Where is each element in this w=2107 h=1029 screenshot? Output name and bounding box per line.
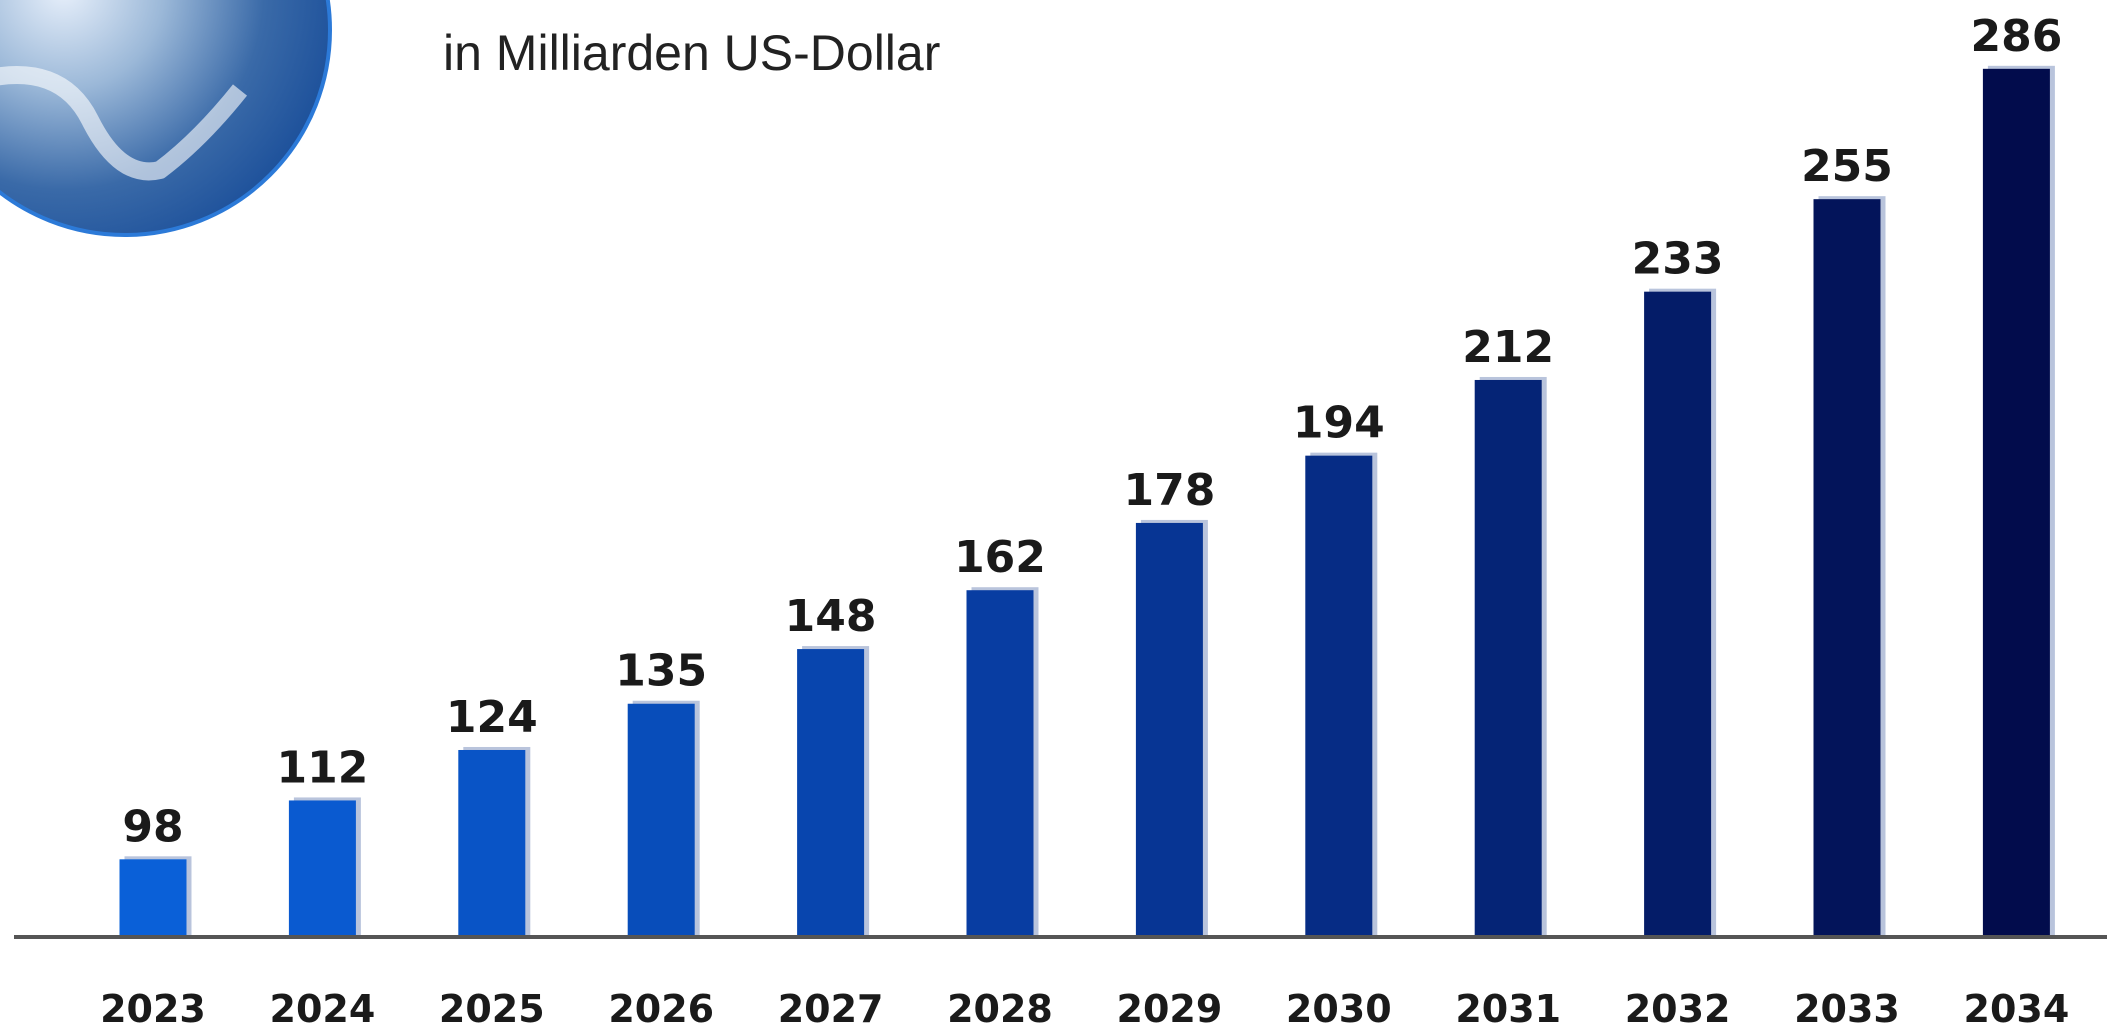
bar bbox=[1813, 199, 1881, 935]
x-tick-label: 2031 bbox=[1455, 987, 1561, 1029]
value-label: 162 bbox=[954, 532, 1046, 583]
x-tick-label: 2032 bbox=[1625, 987, 1731, 1029]
value-label: 98 bbox=[122, 801, 183, 852]
bar bbox=[288, 800, 356, 935]
bar bbox=[458, 749, 526, 935]
x-tick-label: 2033 bbox=[1794, 987, 1900, 1029]
value-label: 233 bbox=[1632, 234, 1724, 285]
x-tick-label: 2023 bbox=[100, 987, 206, 1029]
x-tick-label: 2028 bbox=[947, 987, 1053, 1029]
bar bbox=[1135, 522, 1203, 935]
bar bbox=[966, 590, 1034, 935]
value-label: 194 bbox=[1293, 398, 1385, 449]
value-label: 255 bbox=[1801, 141, 1893, 192]
bar bbox=[1305, 455, 1373, 935]
value-label: 112 bbox=[276, 742, 368, 793]
globe-image bbox=[0, 0, 332, 237]
bar bbox=[1644, 291, 1712, 936]
bar bbox=[1474, 379, 1542, 935]
chart-subtitle: in Milliarden US-Dollar bbox=[443, 25, 940, 81]
value-label: 286 bbox=[1970, 11, 2062, 62]
value-label: 148 bbox=[785, 591, 877, 642]
x-tick-label: 2024 bbox=[270, 987, 376, 1029]
x-tick-label: 2029 bbox=[1117, 987, 1223, 1029]
x-tick-label: 2025 bbox=[439, 987, 545, 1029]
value-label: 212 bbox=[1462, 322, 1554, 373]
value-label: 178 bbox=[1123, 465, 1215, 516]
x-tick-label: 2027 bbox=[778, 987, 884, 1029]
globe-cloud bbox=[0, 66, 248, 181]
x-tick-label: 2034 bbox=[1964, 987, 2070, 1029]
x-tick-label: 2030 bbox=[1286, 987, 1392, 1029]
x-tick-label: 2026 bbox=[608, 987, 714, 1029]
bar bbox=[797, 649, 865, 935]
value-label: 135 bbox=[615, 646, 707, 697]
bar bbox=[119, 859, 187, 935]
bar bbox=[627, 703, 695, 935]
bar bbox=[1982, 68, 2050, 936]
value-label: 124 bbox=[446, 692, 538, 743]
